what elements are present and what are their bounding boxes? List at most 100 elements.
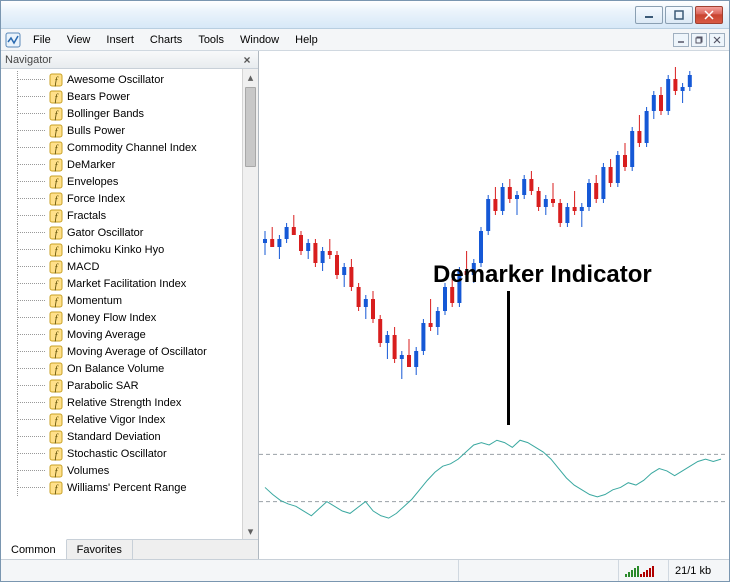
indicator-item[interactable]: fMoving Average [1,326,258,343]
indicator-icon: f [49,362,63,376]
indicator-item[interactable]: f Force Index [1,190,258,207]
indicator-label: Williams' Percent Range [67,482,186,494]
window-close-button[interactable] [695,6,723,24]
indicator-label: Ichimoku Kinko Hyo [67,244,164,256]
indicator-item[interactable]: f Ichimoku Kinko Hyo [1,241,258,258]
indicator-label: Momentum [67,295,122,307]
indicator-item[interactable]: fStandard Deviation [1,428,258,445]
mdi-minimize-button[interactable] [673,33,689,47]
indicator-label: Fractals [67,210,106,222]
indicator-item[interactable]: fEnvelopes [1,173,258,190]
window-titlebar [1,1,729,29]
indicator-icon: f [49,481,63,495]
indicator-label: Moving Average of Oscillator [67,346,207,358]
chart-annotation-line [507,291,510,425]
indicator-item[interactable]: f Commodity Channel Index [1,139,258,156]
indicator-label: Volumes [67,465,109,477]
indicator-label: Relative Vigor Index [67,414,165,426]
status-cell-2 [459,560,619,581]
menu-tools[interactable]: Tools [190,32,232,48]
indicator-icon: f [49,226,63,240]
indicator-item[interactable]: fRelative Vigor Index [1,411,258,428]
scroll-up-icon[interactable]: ▴ [243,69,258,85]
chart-area[interactable]: Demarker Indicator [259,51,729,559]
indicator-item[interactable]: f Bulls Power [1,122,258,139]
indicator-icon: f [49,447,63,461]
chart-annotation-label: Demarker Indicator [433,261,652,289]
indicator-item[interactable]: fMACD [1,258,258,275]
indicator-item[interactable]: fVolumes [1,462,258,479]
navigator-header: Navigator × [1,51,258,69]
connection-bars [619,560,669,581]
navigator-tabs: Common Favorites [1,539,258,559]
indicator-icon: f [49,311,63,325]
indicator-icon: f [49,192,63,206]
menu-view[interactable]: View [59,32,99,48]
app-icon [5,32,21,48]
indicator-icon: f [49,73,63,87]
navigator-title: Navigator [5,54,240,66]
connection-text: 21/1 kb [669,560,729,581]
indicator-label: Gator Oscillator [67,227,143,239]
indicator-item[interactable]: f Bears Power [1,88,258,105]
indicator-icon: f [49,90,63,104]
indicator-label: Money Flow Index [67,312,156,324]
indicator-label: Stochastic Oscillator [67,448,167,460]
indicator-label: Force Index [67,193,125,205]
indicator-item[interactable]: f Gator Oscillator [1,224,258,241]
indicator-icon: f [49,260,63,274]
indicator-icon: f [49,124,63,138]
indicator-icon: f [49,158,63,172]
indicator-item[interactable]: f Awesome Oscillator [1,71,258,88]
indicator-icon: f [49,430,63,444]
tab-common[interactable]: Common [1,539,67,559]
indicator-icon: f [49,277,63,291]
indicator-item[interactable]: fMarket Facilitation Index [1,275,258,292]
indicator-item[interactable]: fOn Balance Volume [1,360,258,377]
indicator-item[interactable]: fParabolic SAR [1,377,258,394]
navigator-scrollbar[interactable]: ▴ ▾ [242,69,258,539]
indicator-icon: f [49,175,63,189]
menu-bar: FileViewInsertChartsToolsWindowHelp [1,29,729,51]
indicator-label: Relative Strength Index [67,397,181,409]
indicator-item[interactable]: f Stochastic Oscillator [1,445,258,462]
menu-window[interactable]: Window [232,32,287,48]
navigator-panel: Navigator × f Awesome Oscillator f Bears Po… [1,51,259,559]
indicator-item[interactable]: f Money Flow Index [1,309,258,326]
window-minimize-button[interactable] [635,6,663,24]
status-message [1,560,459,581]
indicator-item[interactable]: f DeMarker [1,156,258,173]
indicator-item[interactable]: f Relative Strength Index [1,394,258,411]
scroll-thumb[interactable] [245,87,256,167]
menu-charts[interactable]: Charts [142,32,190,48]
navigator-close-button[interactable]: × [240,53,254,67]
indicator-icon: f [49,141,63,155]
indicator-item[interactable]: fMomentum [1,292,258,309]
indicator-label: Commodity Channel Index [67,142,197,154]
indicator-icon: f [49,243,63,257]
indicator-item[interactable]: f Williams' Percent Range [1,479,258,496]
mdi-restore-button[interactable] [691,33,707,47]
indicator-label: Bulls Power [67,125,125,137]
tab-favorites[interactable]: Favorites [67,540,133,559]
indicator-item[interactable]: fMoving Average of Oscillator [1,343,258,360]
indicator-icon: f [49,396,63,410]
indicator-label: Moving Average [67,329,146,341]
indicator-icon: f [49,209,63,223]
candlestick-chart [259,51,727,411]
menu-file[interactable]: File [25,32,59,48]
navigator-tree: f Awesome Oscillator f Bears Power fBollinge… [1,69,258,539]
indicator-item[interactable]: f Fractals [1,207,258,224]
menu-insert[interactable]: Insert [98,32,142,48]
mdi-close-button[interactable] [709,33,725,47]
indicator-label: Bears Power [67,91,130,103]
window-maximize-button[interactable] [665,6,693,24]
indicator-item[interactable]: fBollinger Bands [1,105,258,122]
indicator-icon: f [49,107,63,121]
scroll-down-icon[interactable]: ▾ [243,523,258,539]
indicator-label: Awesome Oscillator [67,74,164,86]
indicator-label: DeMarker [67,159,115,171]
menu-help[interactable]: Help [287,32,326,48]
status-bar: 21/1 kb [1,559,729,581]
indicator-icon: f [49,379,63,393]
